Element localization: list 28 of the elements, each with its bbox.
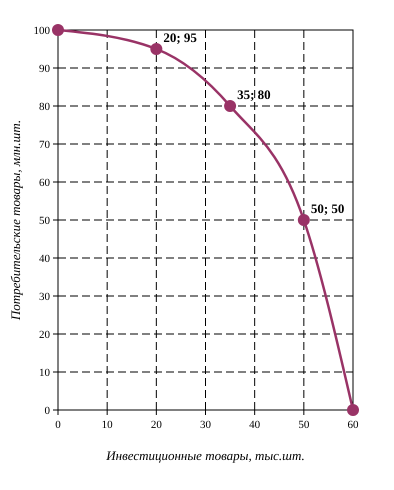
y-tick-label: 0 <box>44 405 50 417</box>
y-tick-label: 50 <box>39 215 50 227</box>
y-axis-title: Потребительские товары, млн.шт. <box>8 120 23 322</box>
annotation: 35; 80 <box>237 87 271 102</box>
annotation: 50; 50 <box>310 201 344 216</box>
point <box>298 214 310 226</box>
y-tick-label: 100 <box>34 25 50 37</box>
point <box>52 24 64 36</box>
y-tick-label: 60 <box>39 177 50 189</box>
y-tick-label: 80 <box>39 101 50 113</box>
y-tick-label: 10 <box>39 367 50 379</box>
point <box>347 404 359 416</box>
y-tick-label: 70 <box>39 139 50 151</box>
y-tick-label: 90 <box>39 63 50 75</box>
point <box>224 100 236 112</box>
x-tick-label: 0 <box>55 419 62 431</box>
x-tick-label: 60 <box>348 419 359 431</box>
y-tick-label: 40 <box>39 253 50 265</box>
x-axis-title: Инвестиционные товары, тыс.шт. <box>105 448 305 463</box>
annotation: 20; 95 <box>163 30 198 45</box>
x-tick-label: 10 <box>102 419 114 431</box>
y-tick-label: 30 <box>39 291 50 303</box>
x-tick-label: 30 <box>200 419 212 431</box>
y-tick-label: 20 <box>39 329 50 341</box>
point <box>150 43 162 55</box>
x-tick-label: 50 <box>298 419 310 431</box>
x-tick-label: 20 <box>150 419 162 431</box>
x-tick-label: 40 <box>249 419 261 431</box>
